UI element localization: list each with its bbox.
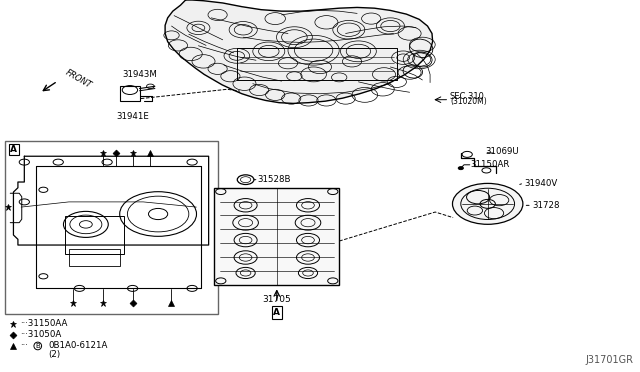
- Bar: [120, 86, 140, 101]
- Circle shape: [452, 183, 523, 224]
- Text: ···31150AA: ···31150AA: [20, 319, 67, 328]
- Text: 31940V: 31940V: [525, 179, 558, 187]
- Text: 31728: 31728: [532, 201, 560, 210]
- Text: A: A: [10, 145, 17, 154]
- Text: 31705: 31705: [262, 295, 291, 304]
- Text: J31701GR: J31701GR: [586, 355, 634, 365]
- Circle shape: [458, 167, 463, 170]
- Text: 31150AR: 31150AR: [470, 160, 510, 169]
- Text: (31020M): (31020M): [450, 97, 486, 106]
- Polygon shape: [165, 0, 433, 103]
- Text: ···31050A: ···31050A: [20, 330, 61, 339]
- Bar: [65, 216, 124, 254]
- Text: A: A: [273, 308, 280, 317]
- Text: 0B1A0-6121A: 0B1A0-6121A: [48, 341, 108, 350]
- Text: 31528B: 31528B: [257, 175, 291, 184]
- Bar: [69, 248, 120, 266]
- Bar: [214, 188, 339, 285]
- Text: (2): (2): [48, 350, 60, 359]
- Text: 31943M: 31943M: [123, 70, 157, 79]
- Bar: [5, 141, 218, 314]
- Text: SEC.310: SEC.310: [450, 92, 484, 101]
- Text: 31941E: 31941E: [116, 112, 149, 121]
- Text: B: B: [35, 343, 40, 349]
- Text: ···: ···: [20, 341, 28, 350]
- Text: 31069U: 31069U: [485, 147, 519, 156]
- Text: FRONT: FRONT: [64, 68, 93, 90]
